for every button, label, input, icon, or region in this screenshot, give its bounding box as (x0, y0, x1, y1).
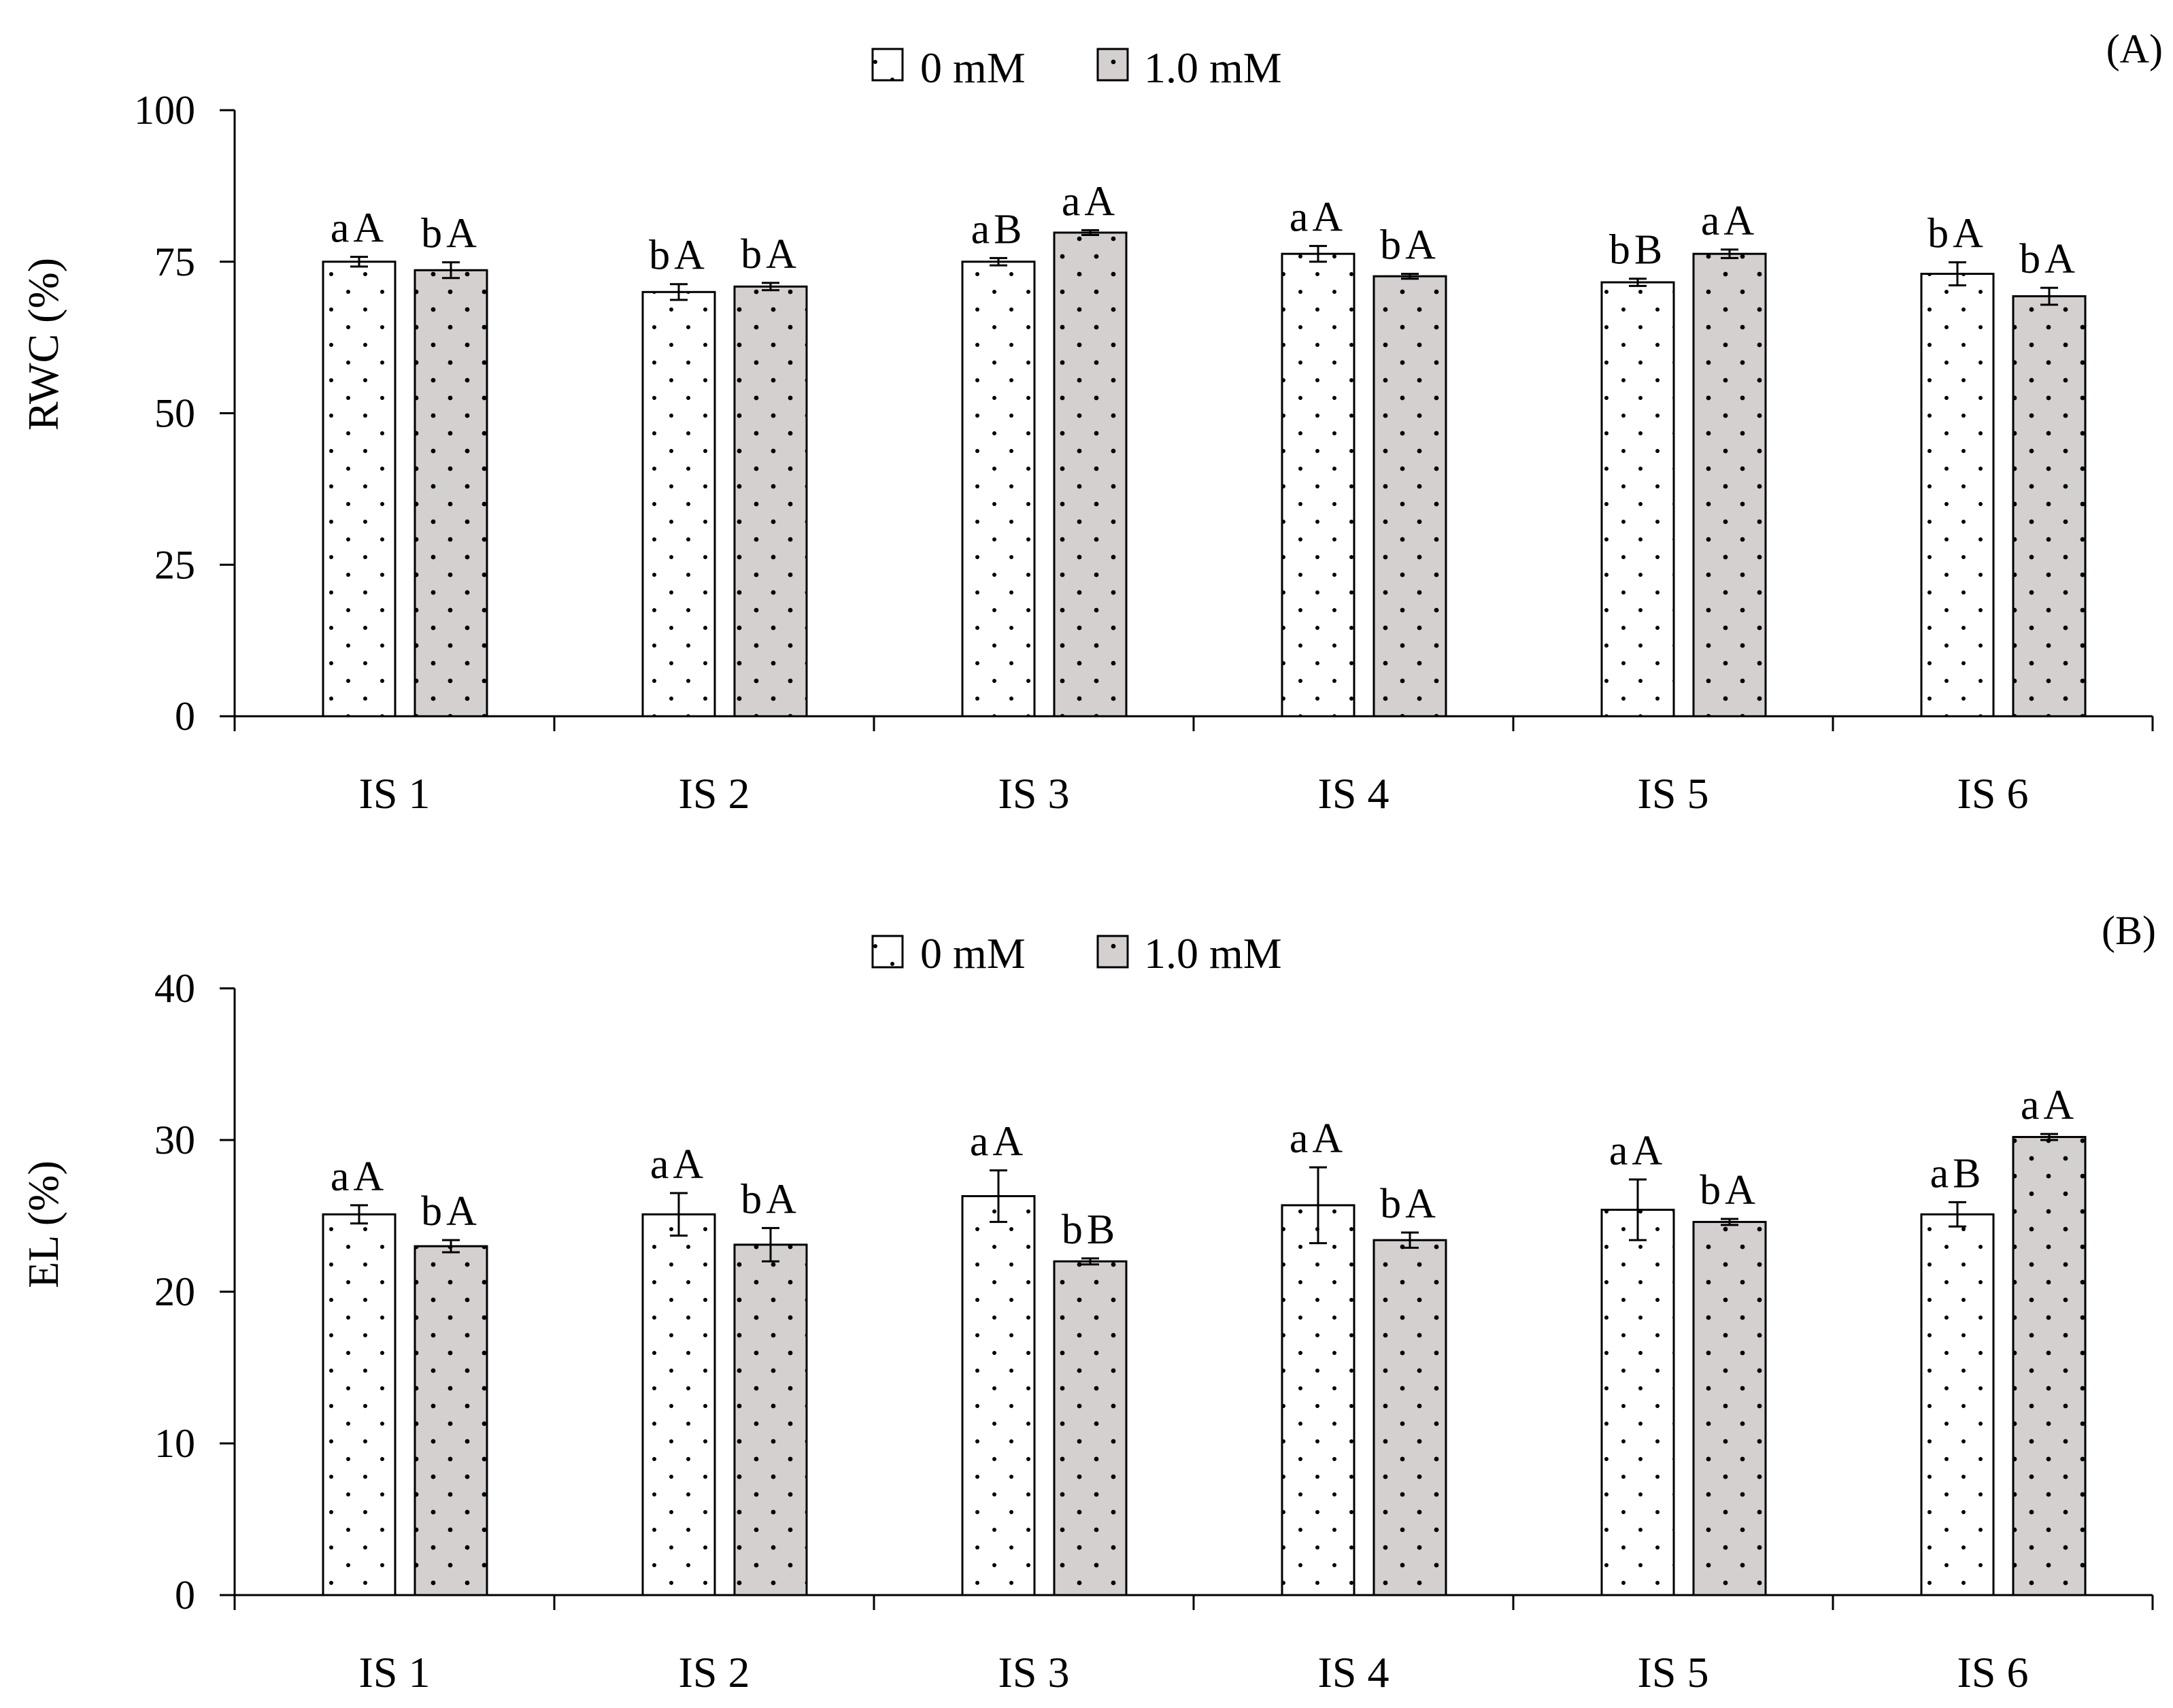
x-category-label: IS 6 (1957, 769, 2029, 818)
bar-0mm (641, 1213, 716, 1596)
legend-label-1mm: 1.0 mM (1144, 929, 1282, 977)
x-category-label: IS 2 (679, 769, 750, 818)
significance-label: bA (1380, 222, 1440, 269)
panel-b-y-axis-title: EL (%) (19, 1160, 67, 1288)
panel-a-y-axis-title: RWC (%) (19, 258, 67, 431)
legend-label-1mm: 1.0 mM (1144, 44, 1282, 92)
significance-label: aA (1609, 1128, 1666, 1174)
y-tick-label: 0 (175, 1573, 195, 1618)
y-tick-label: 0 (175, 694, 195, 739)
significance-label: bA (421, 1188, 481, 1235)
significance-label: bA (1380, 1181, 1440, 1227)
significance-label: bA (421, 211, 481, 257)
significance-label: aA (1290, 1116, 1347, 1162)
bar-1mm (1372, 1239, 1447, 1596)
x-category-label: IS 4 (1318, 1648, 1389, 1696)
panel-b-el-chart: (B) EL (%) 0 mM 1.0 mM 0 10 20 30 40 aA bA IS 1… (19, 908, 2156, 1696)
significance-label: aA (1062, 178, 1119, 224)
significance-label: aA (650, 1141, 707, 1188)
significance-label: bA (741, 231, 801, 278)
significance-label: aA (970, 1119, 1027, 1165)
bar-0mm (961, 1195, 1036, 1596)
panel-a-legend: 0 mM 1.0 mM (871, 44, 1282, 92)
x-category-label: IS 1 (359, 1648, 431, 1696)
bar-0mm (322, 261, 397, 718)
panel-b-plot-area: 0 10 20 30 40 aA bA IS 1 aA bA IS 2 aA bB IS 3 aA bA IS … (154, 966, 2154, 1696)
significance-label: aA (1290, 195, 1347, 241)
y-tick-label: 75 (154, 239, 195, 284)
bar-0mm (1920, 1213, 1995, 1596)
significance-label: aA (331, 1154, 388, 1200)
x-category-label: IS 5 (1638, 769, 1709, 818)
bar-0mm (322, 1213, 397, 1596)
bar-0mm (641, 290, 716, 718)
significance-label: bA (1700, 1167, 1759, 1213)
bar-1mm (1692, 1220, 1767, 1596)
significance-label: aB (971, 206, 1026, 252)
bar-1mm (1372, 275, 1447, 718)
significance-label: aB (1930, 1150, 1985, 1196)
bar-1mm (733, 1243, 808, 1596)
legend-label-0mm: 0 mM (920, 929, 1026, 977)
panel-a-rwc-chart: (A) RWC (%) 0 mM 1.0 mM 0 25 50 75 100 aA bA IS… (19, 27, 2163, 818)
bar-1mm (2012, 1136, 2087, 1596)
significance-label: bA (741, 1176, 801, 1222)
bar-1mm (1053, 231, 1128, 718)
y-tick-label: 50 (154, 391, 195, 436)
significance-label: bA (1927, 211, 1987, 257)
legend-swatch-1mm (1096, 48, 1129, 82)
bar-1mm (414, 1245, 488, 1596)
significance-label: bB (1062, 1207, 1119, 1253)
legend-label-0mm: 0 mM (920, 44, 1026, 92)
bar-0mm (1600, 281, 1675, 718)
bar-0mm (1281, 252, 1355, 718)
significance-label: aA (331, 205, 388, 252)
panel-b-label: (B) (2102, 908, 2156, 953)
significance-label: bB (1609, 227, 1666, 273)
bar-1mm (414, 269, 488, 718)
bar-0mm (1600, 1209, 1675, 1596)
x-category-label: IS 3 (998, 1648, 1070, 1696)
bar-1mm (2012, 295, 2087, 718)
significance-label: bA (2019, 236, 2079, 282)
significance-label: bA (649, 233, 709, 279)
legend-swatch-1mm (1096, 935, 1129, 969)
significance-label: aA (2021, 1082, 2078, 1128)
legend-swatch-0mm (871, 48, 904, 82)
bar-0mm (1281, 1204, 1355, 1596)
bar-1mm (1692, 252, 1767, 718)
panel-a-plot-area: 0 25 50 75 100 aA bA IS 1 bA bA IS 2 aB aA IS 3 aA bA IS… (134, 88, 2154, 818)
significance-label: aA (1701, 198, 1758, 244)
y-tick-label: 40 (154, 966, 195, 1011)
legend-swatch-0mm (871, 935, 904, 969)
y-tick-label: 20 (154, 1269, 195, 1314)
bar-0mm (1920, 273, 1995, 718)
y-tick-label: 10 (154, 1421, 195, 1466)
x-category-label: IS 2 (679, 1648, 750, 1696)
x-category-label: IS 6 (1957, 1648, 2029, 1696)
y-tick-label: 100 (134, 88, 195, 133)
x-category-label: IS 4 (1318, 769, 1389, 818)
x-category-label: IS 1 (359, 769, 431, 818)
x-category-label: IS 5 (1638, 1648, 1709, 1696)
x-category-label: IS 3 (998, 769, 1070, 818)
y-tick-label: 25 (154, 542, 195, 587)
panel-b-legend: 0 mM 1.0 mM (871, 929, 1282, 977)
bar-1mm (1053, 1260, 1128, 1596)
bar-1mm (733, 285, 808, 718)
bar-0mm (961, 261, 1036, 718)
y-tick-label: 30 (154, 1118, 195, 1162)
panel-a-label: (A) (2106, 27, 2163, 71)
